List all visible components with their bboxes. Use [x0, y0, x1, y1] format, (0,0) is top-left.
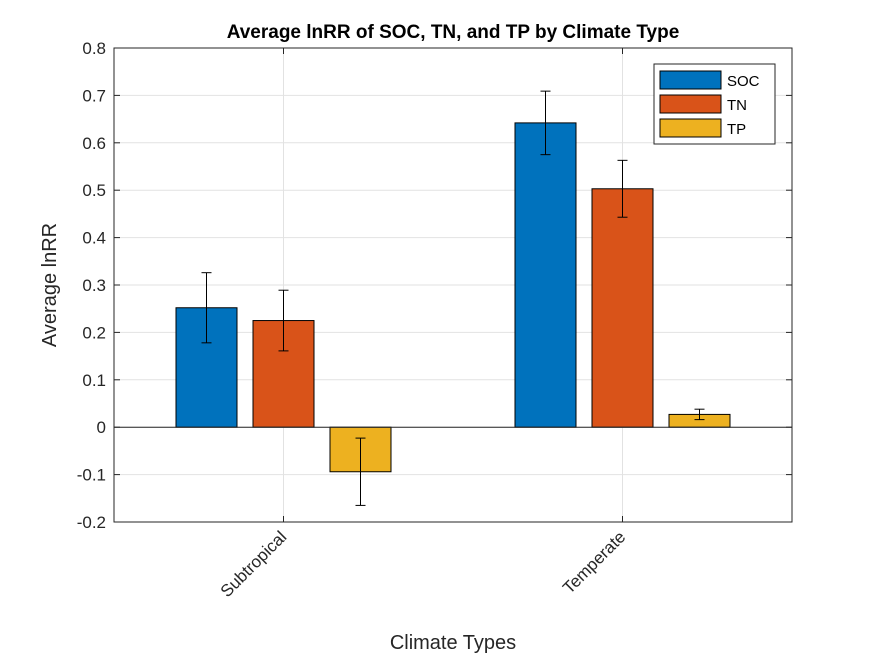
legend-label-tp: TP [727, 121, 746, 138]
y-tick-label: 0.2 [82, 323, 106, 342]
bar-soc-temperate [514, 122, 577, 428]
y-tick-label: 0 [97, 418, 106, 437]
legend-label-soc: SOC [727, 73, 760, 90]
y-tick-label: 0.7 [82, 86, 106, 105]
y-tick-label: 0.3 [82, 276, 106, 295]
y-tick-label: 0.6 [82, 134, 106, 153]
x-tick-label: Subtropical [217, 527, 291, 601]
bar-tn-temperate [591, 188, 654, 428]
y-tick-label: 0.4 [82, 229, 106, 248]
y-tick-label: 0.8 [82, 39, 106, 58]
legend-swatch-tp [659, 118, 722, 138]
y-tick-label: 0.1 [82, 371, 106, 390]
x-tick-label: Temperate [559, 527, 629, 597]
chart-title: Average lnRR of SOC, TN, and TP by Clima… [227, 22, 680, 43]
y-axis-ticks: -0.2 -0.1 0 0.1 0.2 0.3 0.4 0.5 0.6 0.7 0.8 [77, 39, 792, 532]
y-tick-label: -0.1 [77, 466, 106, 485]
legend-swatch-tn [659, 94, 722, 114]
legend-label-tn: TN [727, 97, 747, 114]
error-bars [201, 90, 705, 506]
legend: SOC TN TP [653, 63, 776, 145]
x-axis-title: Climate Types [390, 632, 516, 654]
y-tick-label: 0.5 [82, 181, 106, 200]
y-axis-title: Average lnRR [39, 223, 61, 347]
y-tick-label: -0.2 [77, 513, 106, 532]
legend-swatch-soc [659, 70, 722, 90]
bars [175, 122, 731, 473]
